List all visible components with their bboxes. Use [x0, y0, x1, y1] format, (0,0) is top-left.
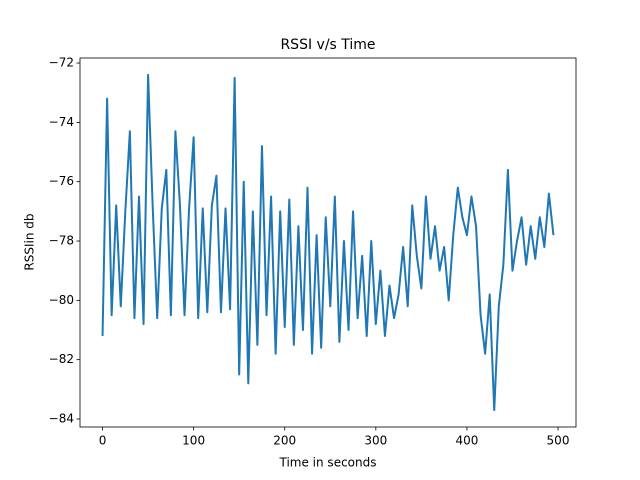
axes-frame [79, 57, 577, 428]
x-axis-label: Time in seconds [279, 456, 377, 470]
x-tick-label: 0 [99, 434, 107, 448]
y-tick-label: −82 [49, 352, 74, 366]
y-tick-label: −76 [49, 174, 74, 188]
x-tick-label: 400 [455, 434, 478, 448]
x-tick-label: 100 [182, 434, 205, 448]
y-tick-label: −84 [49, 411, 74, 425]
y-tick-label: −74 [49, 115, 74, 129]
x-tick-label: 200 [273, 434, 296, 448]
y-tick-label: −72 [49, 56, 74, 70]
y-tick-label: −80 [49, 293, 74, 307]
x-tick-label: 300 [364, 434, 387, 448]
y-tick-label: −78 [49, 234, 74, 248]
y-axis-label: RSSIin db [23, 213, 37, 270]
x-tick-label: 500 [547, 434, 570, 448]
chart-title: RSSI v/s Time [280, 37, 375, 53]
data-line [101, 73, 555, 412]
